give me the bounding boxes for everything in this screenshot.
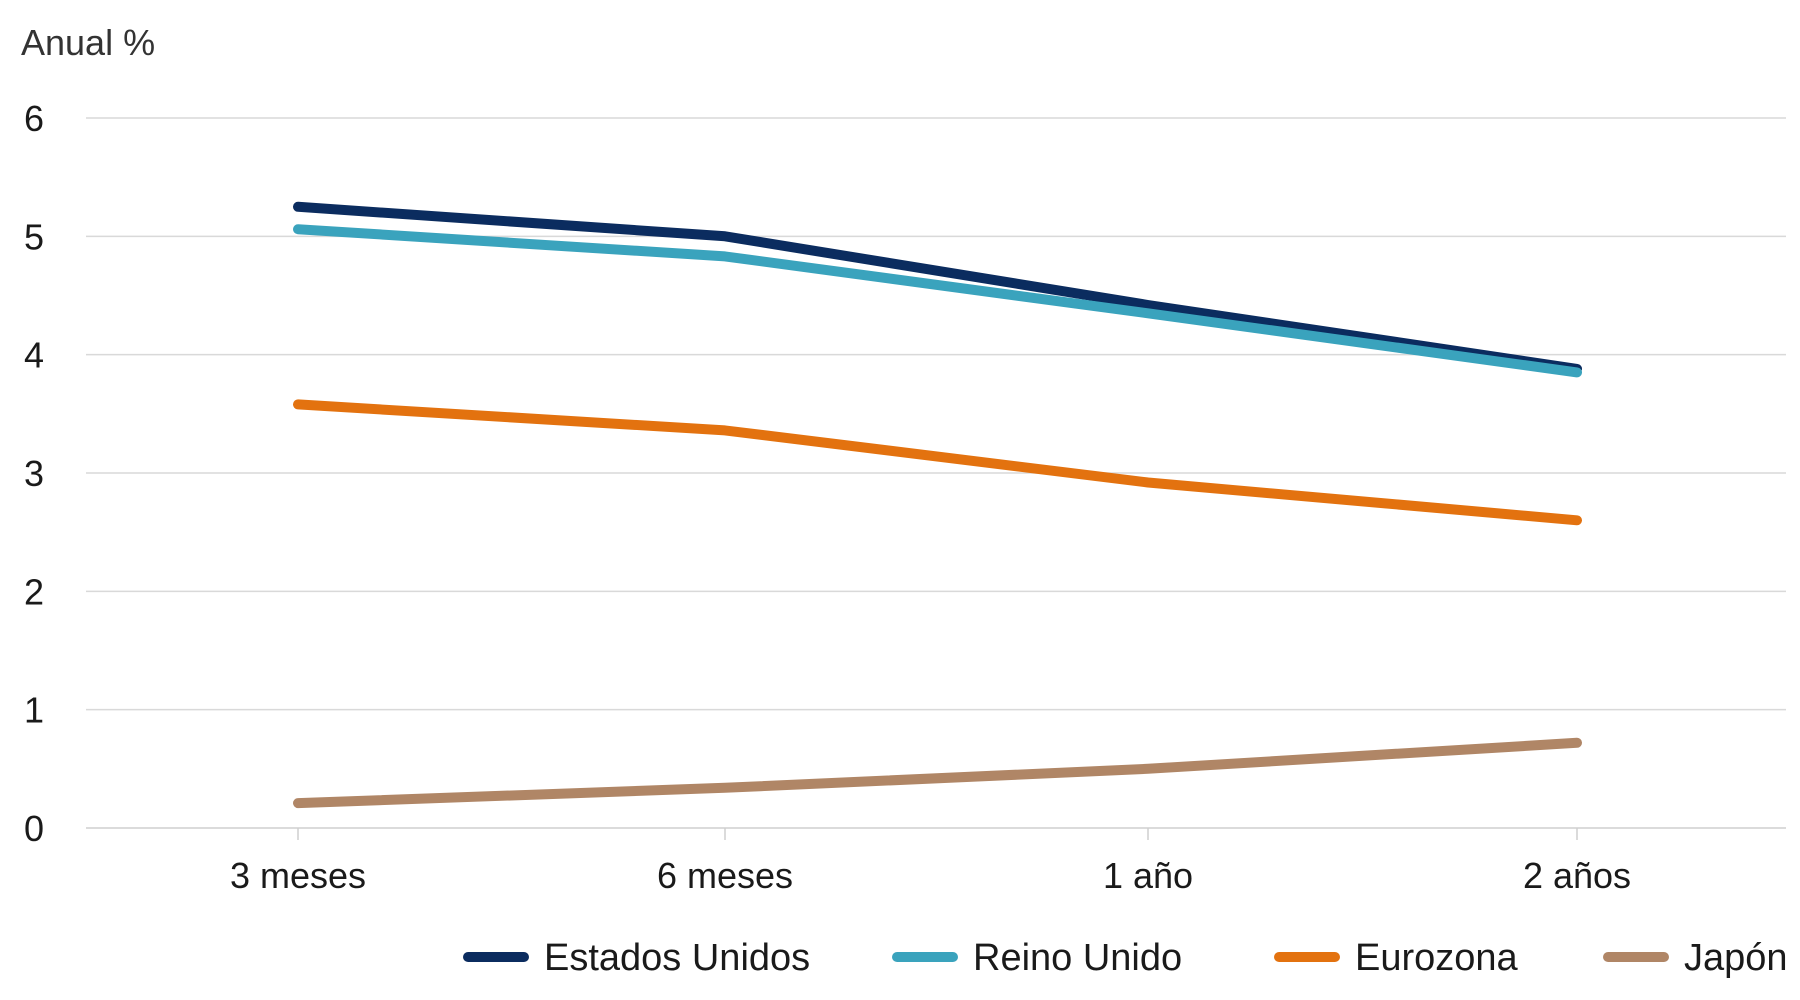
y-tick-label-2: 2	[24, 571, 44, 612]
x-tick-label-3: 2 años	[1523, 855, 1631, 896]
y-tick-label-5: 5	[24, 216, 44, 257]
y-tick-label-6: 6	[24, 98, 44, 139]
legend-label-3: Japón	[1684, 937, 1788, 979]
y-tick-label-4: 4	[24, 335, 44, 376]
series-line-3	[293, 737, 1582, 809]
y-tick-label-3: 3	[24, 453, 44, 494]
legend: Estados Unidos Reino Unido Eurozona Japón	[463, 937, 1788, 979]
series-lines	[293, 201, 1582, 809]
y-tick-labels: 0 1 2 3 4 5 6	[24, 98, 44, 849]
series-line-2	[293, 399, 1582, 526]
series-line-0	[293, 201, 1582, 374]
x-tick-label-0: 3 meses	[230, 855, 366, 896]
y-tick-label-1: 1	[24, 690, 44, 731]
legend-label-2: Eurozona	[1355, 937, 1519, 979]
series-line-1	[293, 224, 1582, 378]
x-tick-label-1: 6 meses	[657, 855, 793, 896]
legend-label-1: Reino Unido	[973, 937, 1182, 979]
x-tick-label-2: 1 año	[1103, 855, 1193, 896]
y-tick-label-0: 0	[24, 808, 44, 849]
x-axis: 3 meses 6 meses 1 año 2 años	[86, 827, 1786, 896]
legend-label-0: Estados Unidos	[544, 937, 810, 979]
y-axis-label: Anual %	[21, 22, 155, 63]
